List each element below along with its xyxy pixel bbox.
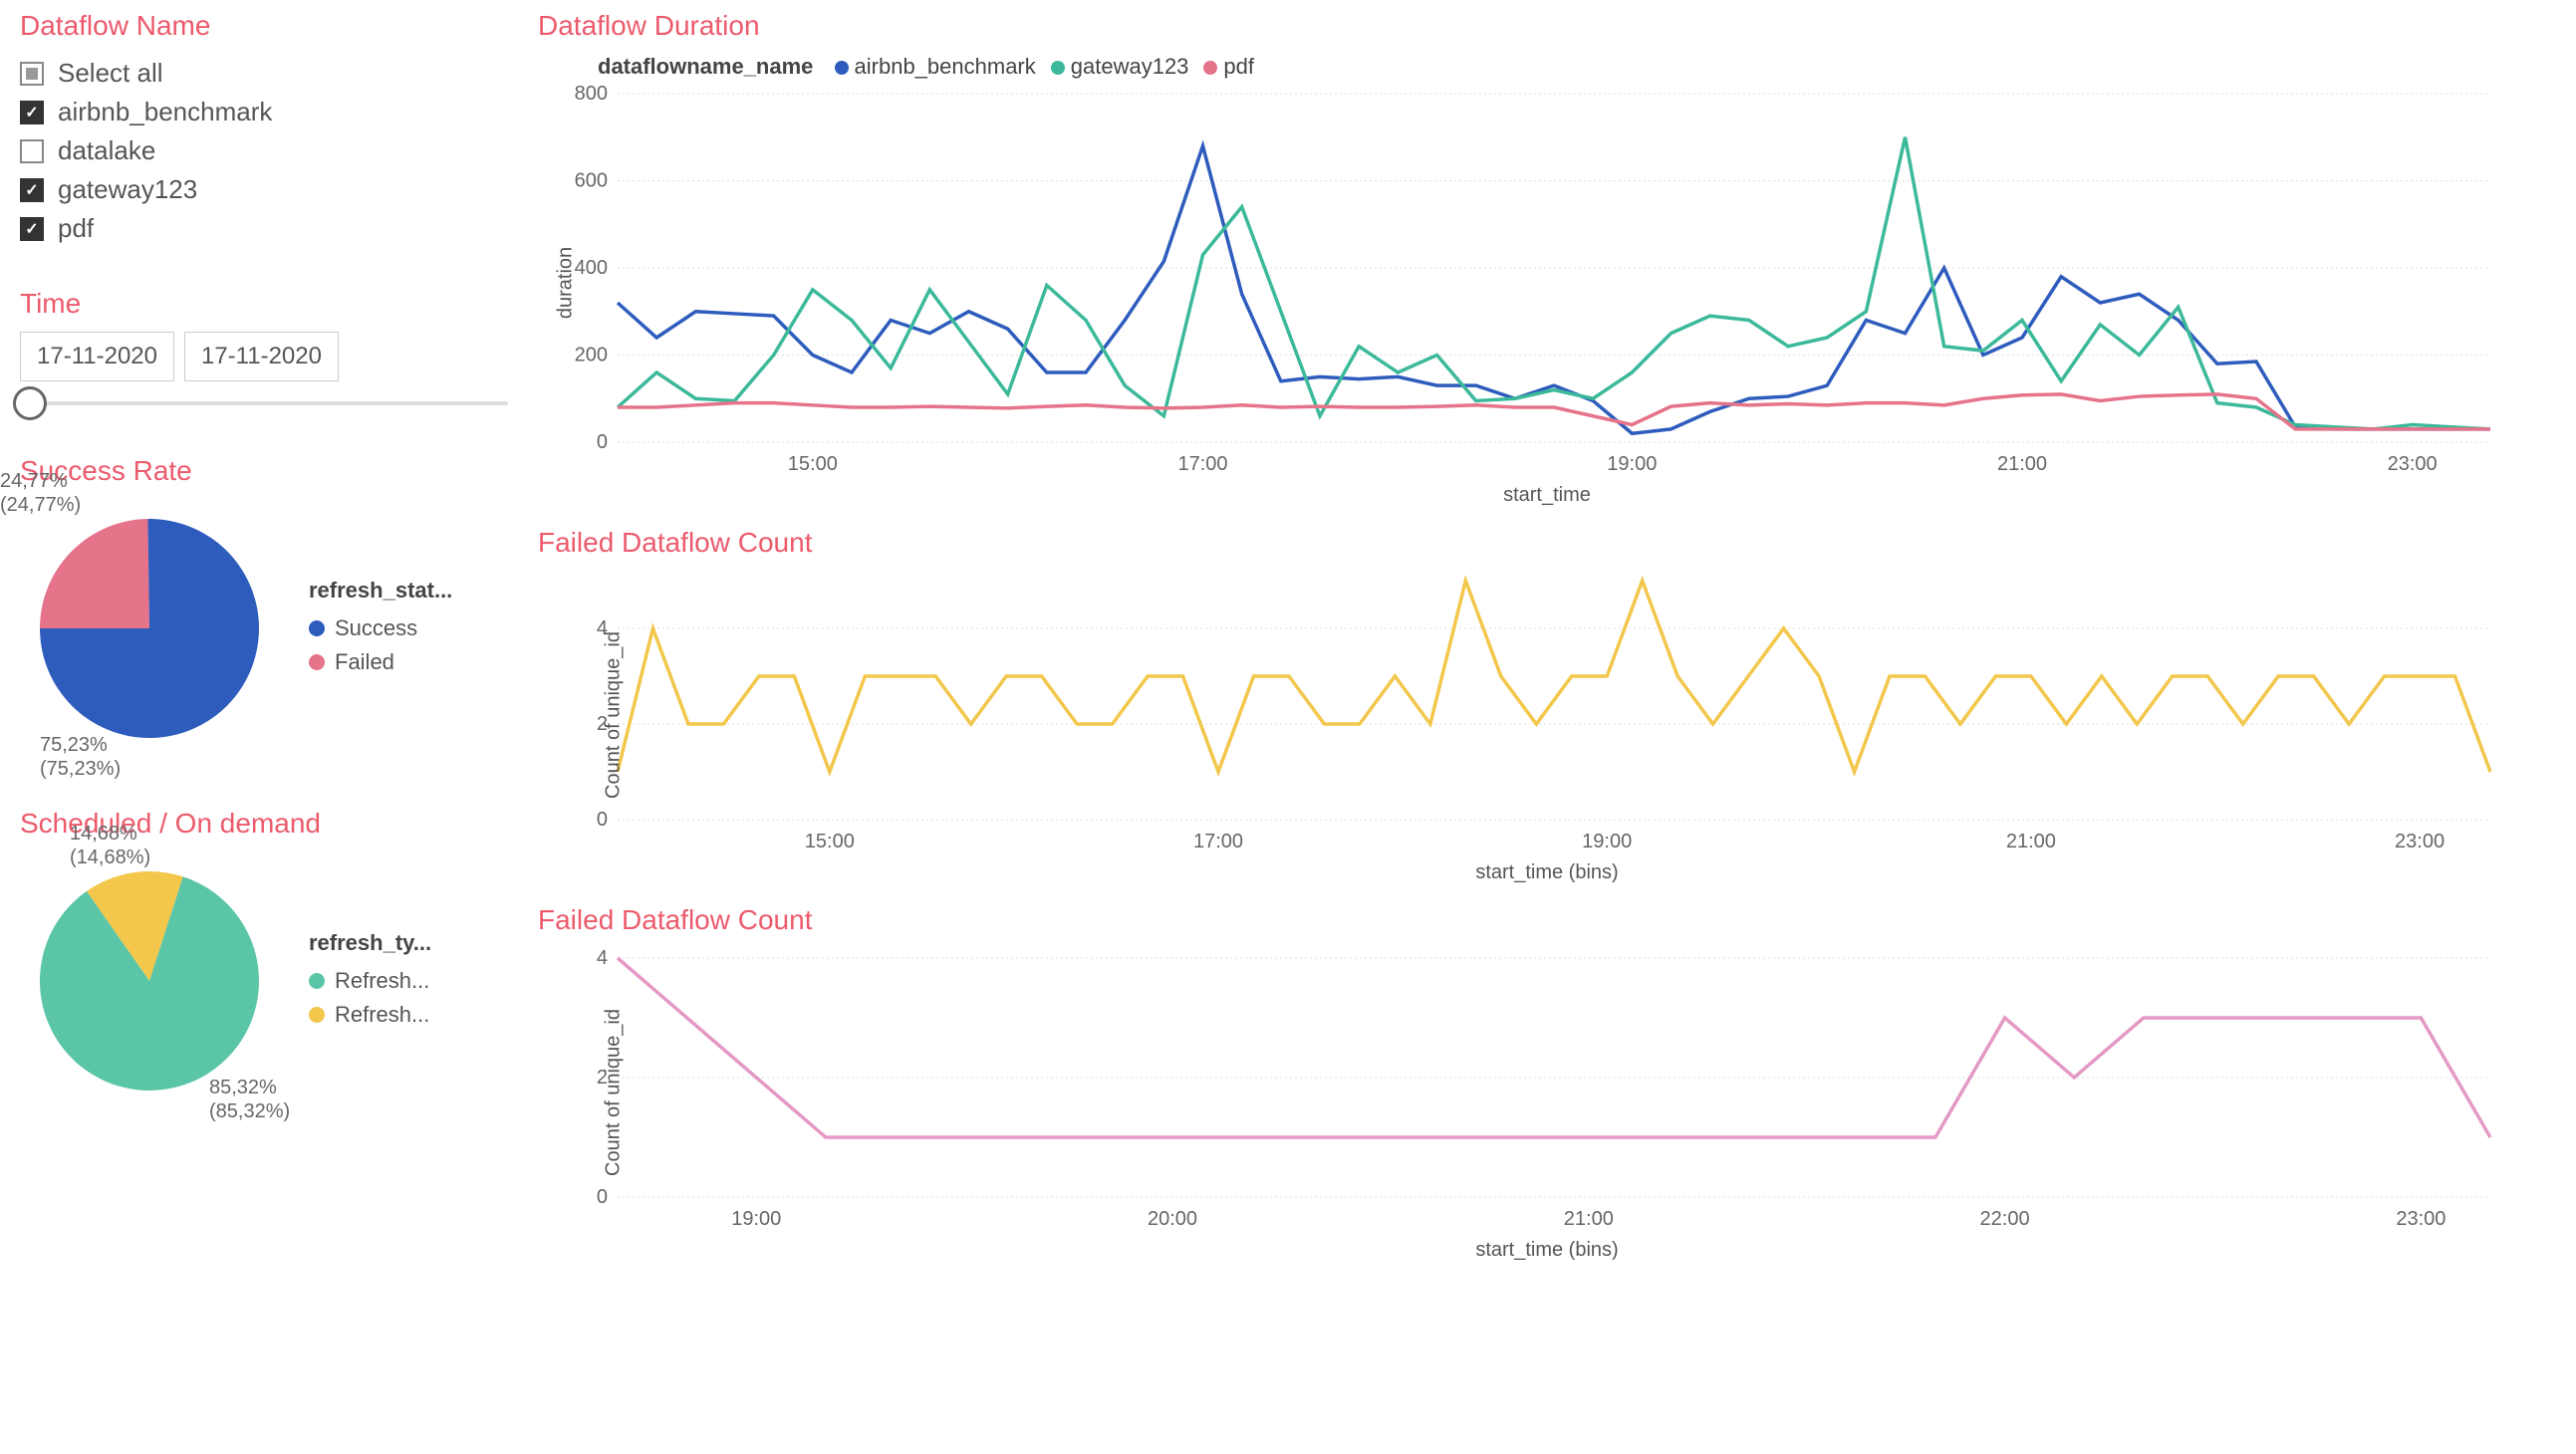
filter-item-label: gateway123 (58, 174, 197, 205)
svg-text:17:00: 17:00 (1193, 831, 1243, 852)
legend-dot-icon (309, 1007, 325, 1023)
legend-dot-icon (1051, 61, 1065, 75)
failed-count-1-block: Failed Dataflow Count Count of unique_id… (538, 527, 2556, 884)
checkbox-partial-icon (20, 62, 44, 86)
success-rate-section: Success Rate 24,77%(24,77%)75,23%(75,23%… (20, 455, 518, 758)
duration-title: Dataflow Duration (538, 10, 2556, 42)
legend-dot-icon (309, 973, 325, 989)
svg-text:22:00: 22:00 (1980, 1208, 2030, 1230)
filter-item-label: pdf (58, 213, 94, 244)
checkbox-icon (20, 101, 44, 124)
svg-text:23:00: 23:00 (2388, 453, 2438, 475)
svg-text:600: 600 (575, 170, 608, 192)
legend-label: Refresh... (335, 1002, 429, 1028)
chart-series[interactable] (618, 958, 2490, 1137)
legend-label: pdf (1223, 54, 1254, 79)
scheduled-legend-title: refresh_ty... (309, 930, 431, 956)
svg-text:20:00: 20:00 (1148, 1208, 1197, 1230)
svg-text:21:00: 21:00 (1997, 453, 2047, 475)
legend-dot-icon (309, 654, 325, 670)
pie-data-label: 14,68%(14,68%) (70, 822, 150, 869)
checkbox-icon (20, 139, 44, 163)
svg-text:200: 200 (575, 345, 608, 366)
checkbox-icon (20, 217, 44, 241)
success-rate-title: Success Rate (20, 455, 518, 487)
legend-label: airbnb_benchmark (855, 54, 1036, 79)
slider-handle-icon[interactable] (13, 386, 47, 420)
svg-text:0: 0 (597, 431, 608, 453)
svg-text:15:00: 15:00 (805, 831, 855, 852)
pie-slice[interactable] (40, 519, 149, 628)
duration-chart[interactable]: 0 200 400 600 800 15:00 17:00 19:00 21:00 23:00 (538, 84, 2510, 482)
pie-data-label: 85,32%(85,32%) (209, 1076, 290, 1123)
svg-text:17:00: 17:00 (1177, 453, 1227, 475)
svg-text:4: 4 (597, 947, 608, 969)
legend-dot-icon (1203, 61, 1217, 75)
svg-text:800: 800 (575, 83, 608, 105)
legend-dot-icon (309, 620, 325, 636)
date-from-input[interactable]: 17-11-2020 (20, 332, 174, 381)
filter-item-label: datalake (58, 135, 155, 166)
failed1-y-label: Count of unique_id (602, 631, 625, 799)
failed2-title: Failed Dataflow Count (538, 904, 2556, 936)
time-slider[interactable] (30, 401, 508, 405)
filter-item-label: airbnb_benchmark (58, 97, 272, 127)
select-all-item[interactable]: Select all (20, 54, 518, 93)
svg-text:21:00: 21:00 (2006, 831, 2056, 852)
chart-series[interactable] (618, 581, 2490, 772)
duration-x-label: start_time (538, 484, 2556, 507)
svg-text:0: 0 (597, 809, 608, 831)
svg-text:21:00: 21:00 (1564, 1208, 1614, 1230)
filter-item[interactable]: datalake (20, 131, 518, 170)
scheduled-pie[interactable]: 14,68%(14,68%)85,32%(85,32%) (20, 851, 279, 1110)
svg-text:400: 400 (575, 257, 608, 279)
legend-label: Success (335, 615, 417, 641)
svg-text:15:00: 15:00 (788, 453, 838, 475)
failed1-x-label: start_time (bins) (538, 861, 2556, 884)
filter-item[interactable]: gateway123 (20, 170, 518, 209)
chart-legend-item[interactable]: pdf (1203, 54, 1254, 79)
legend-item[interactable]: Failed (309, 645, 452, 679)
failed-count-2-block: Failed Dataflow Count Count of unique_id… (538, 904, 2556, 1262)
select-all-label: Select all (58, 58, 163, 89)
chart-legend-item[interactable]: airbnb_benchmark (835, 54, 1036, 79)
duration-legend: dataflowname_name airbnb_benchmark gatewa… (538, 54, 2556, 80)
pie-data-label: 75,23%(75,23%) (40, 733, 121, 781)
legend-label: Refresh... (335, 968, 429, 994)
svg-text:19:00: 19:00 (1607, 453, 1657, 475)
dataflow-filter: Dataflow Name Select all airbnb_benchmar… (20, 10, 518, 248)
duration-chart-block: Dataflow Duration dataflowname_name airb… (538, 10, 2556, 507)
failed2-x-label: start_time (bins) (538, 1239, 2556, 1262)
duration-y-label: duration (555, 247, 578, 319)
time-filter: Time 17-11-2020 17-11-2020 (20, 288, 518, 405)
svg-text:23:00: 23:00 (2395, 831, 2445, 852)
checkbox-icon (20, 178, 44, 202)
failed-count-2-chart[interactable]: 02419:0020:0021:0022:0023:00 (538, 948, 2510, 1237)
legend-label: gateway123 (1071, 54, 1189, 79)
filter-item[interactable]: pdf (20, 209, 518, 248)
svg-text:19:00: 19:00 (1582, 831, 1632, 852)
legend-item[interactable]: Refresh... (309, 998, 431, 1032)
legend-item[interactable]: Refresh... (309, 964, 431, 998)
filter-item[interactable]: airbnb_benchmark (20, 93, 518, 131)
failed-count-1-chart[interactable]: 02415:0017:0019:0021:0023:00 (538, 571, 2510, 859)
svg-text:0: 0 (597, 1186, 608, 1208)
date-to-input[interactable]: 17-11-2020 (184, 332, 339, 381)
time-title: Time (20, 288, 518, 320)
success-rate-pie[interactable]: 24,77%(24,77%)75,23%(75,23%) (20, 499, 279, 758)
chart-series[interactable] (618, 394, 2490, 429)
legend-label: Failed (335, 649, 394, 675)
scheduled-section: Scheduled / On demand 14,68%(14,68%)85,3… (20, 808, 518, 1110)
legend-dot-icon (835, 61, 849, 75)
dataflow-title: Dataflow Name (20, 10, 518, 42)
duration-legend-label: dataflowname_name (598, 54, 813, 79)
success-legend-title: refresh_stat... (309, 578, 452, 604)
failed1-title: Failed Dataflow Count (538, 527, 2556, 559)
pie-data-label: 24,77%(24,77%) (0, 469, 81, 517)
svg-text:23:00: 23:00 (2396, 1208, 2446, 1230)
legend-item[interactable]: Success (309, 611, 452, 645)
failed2-y-label: Count of unique_id (602, 1009, 625, 1176)
svg-text:19:00: 19:00 (731, 1208, 781, 1230)
chart-legend-item[interactable]: gateway123 (1051, 54, 1189, 79)
